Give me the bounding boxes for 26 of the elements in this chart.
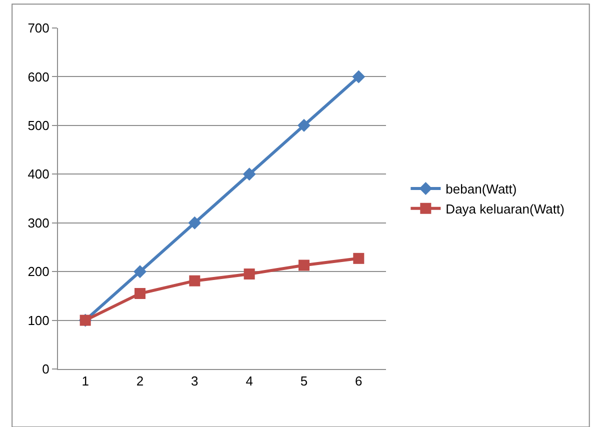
x-tick-label: 3 <box>191 374 198 389</box>
point <box>298 260 310 271</box>
point <box>244 268 255 280</box>
point <box>353 252 364 264</box>
point <box>134 265 146 278</box>
point <box>242 168 256 181</box>
x-tick-label: 4 <box>246 374 253 389</box>
x-tick-label: 6 <box>355 374 362 389</box>
y-tick-label: 100 <box>28 312 50 328</box>
x-tick-label: 5 <box>300 374 308 389</box>
y-tick-label: 300 <box>28 215 50 230</box>
point <box>298 118 310 132</box>
x-tick-label: 2 <box>136 374 144 389</box>
x-tick-label: 1 <box>82 374 89 389</box>
y-tick-label: 400 <box>28 166 50 182</box>
y-tick-label: 0 <box>42 362 50 377</box>
legend-label: beban(Watt) <box>446 182 517 197</box>
y-tick-label: 500 <box>28 118 50 133</box>
point <box>352 70 366 84</box>
y-tick-label: 600 <box>28 69 50 84</box>
point <box>134 288 146 299</box>
point <box>188 216 202 230</box>
y-tick-label: 700 <box>28 20 50 36</box>
y-tick-label: 200 <box>28 264 50 280</box>
legend-label: Daya keluaran(Watt) <box>446 201 564 216</box>
point <box>189 275 200 286</box>
